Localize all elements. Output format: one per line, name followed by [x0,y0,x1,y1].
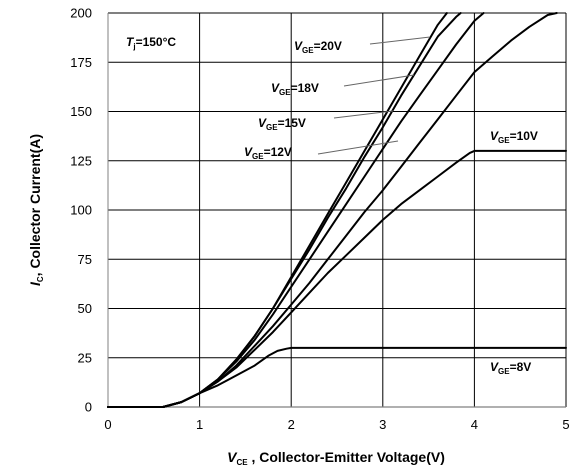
tick-labels: 0 25 50 75 100 125 150 175 200 0 1 2 3 4 5 [70,6,569,433]
y-tick-label: 200 [70,6,92,21]
y-tick-label: 175 [70,55,92,70]
y-tick-label: 100 [70,203,92,218]
series-line-5 [107,149,567,408]
y-axis-title: IC, Collector Current(A) [27,134,45,286]
x-tick-label: 1 [196,417,203,432]
condition-label: Tj=150°C [126,35,176,51]
label-leader-lines [317,36,431,155]
series-line-6 [107,346,567,408]
x-axis-title: VCE , Collector-Emitter Voltage(V) [227,449,445,467]
series-lines [107,12,567,408]
y-tick-label: 75 [78,252,92,267]
y-tick-label: 0 [85,400,92,415]
y-tick-label: 125 [70,153,92,168]
series-label-vge-12v: VGE=12V [244,145,292,161]
x-tick-label: 3 [379,417,386,432]
series-label-vge-20v: VGE=20V [294,39,342,55]
grid [108,12,567,407]
x-tick-label: 5 [562,417,569,432]
series-label-vge-8v: VGE=8V [490,360,531,376]
y-tick-label: 150 [70,104,92,119]
leader-line [333,110,394,119]
x-tick-label: 0 [104,417,111,432]
axes [107,13,566,408]
x-tick-label: 4 [471,417,478,432]
leader-line [343,74,415,87]
leader-line [317,140,399,155]
y-tick-label: 50 [78,301,92,316]
x-tick-label: 2 [288,417,295,432]
series-label-vge-10v: VGE=10V [490,129,538,145]
y-tick-label: 25 [78,350,92,365]
series-label-vge-18v: VGE=18V [271,81,319,97]
leader-line [369,36,431,45]
series-label-vge-15v: VGE=15V [258,116,306,132]
